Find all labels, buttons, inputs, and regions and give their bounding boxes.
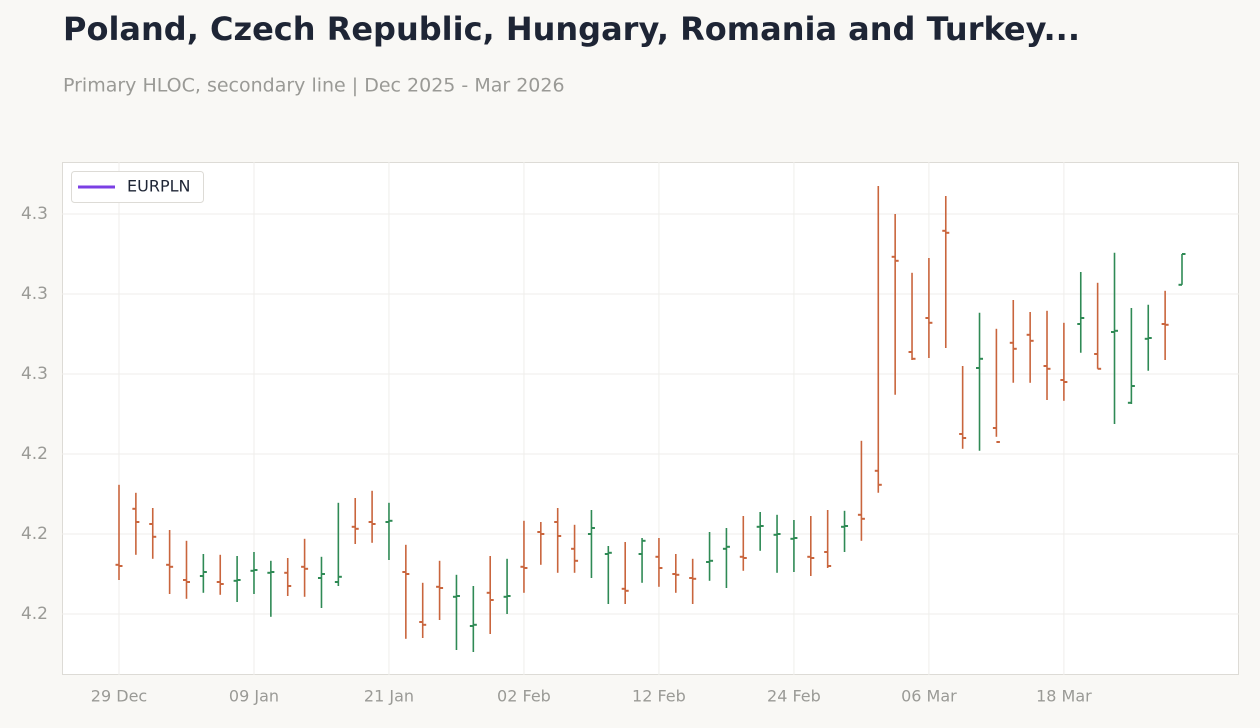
plot-area [62,162,1239,675]
y-tick-label: 4.2 [21,604,48,624]
legend-label: EURPLN [127,177,190,196]
x-tick-label: 24 Feb [767,687,821,706]
x-tick-label: 12 Feb [632,687,686,706]
chart-title: Poland, Czech Republic, Hungary, Romania… [63,10,1080,48]
y-tick-label: 4.3 [21,204,48,224]
x-tick-label: 29 Dec [91,687,147,706]
x-tick-label: 06 Mar [901,687,957,706]
y-tick-label: 4.2 [21,444,48,464]
x-tick-label: 09 Jan [229,687,279,706]
y-tick-label: 4.3 [21,364,48,384]
x-tick-label: 21 Jan [364,687,414,706]
legend-box [71,171,204,203]
chart-subtitle: Primary HLOC, secondary line | Dec 2025 … [63,75,565,97]
y-tick-label: 4.3 [21,284,48,304]
y-tick-label: 4.2 [21,524,48,544]
x-tick-label: 02 Feb [497,687,551,706]
x-tick-label: 18 Mar [1036,687,1092,706]
